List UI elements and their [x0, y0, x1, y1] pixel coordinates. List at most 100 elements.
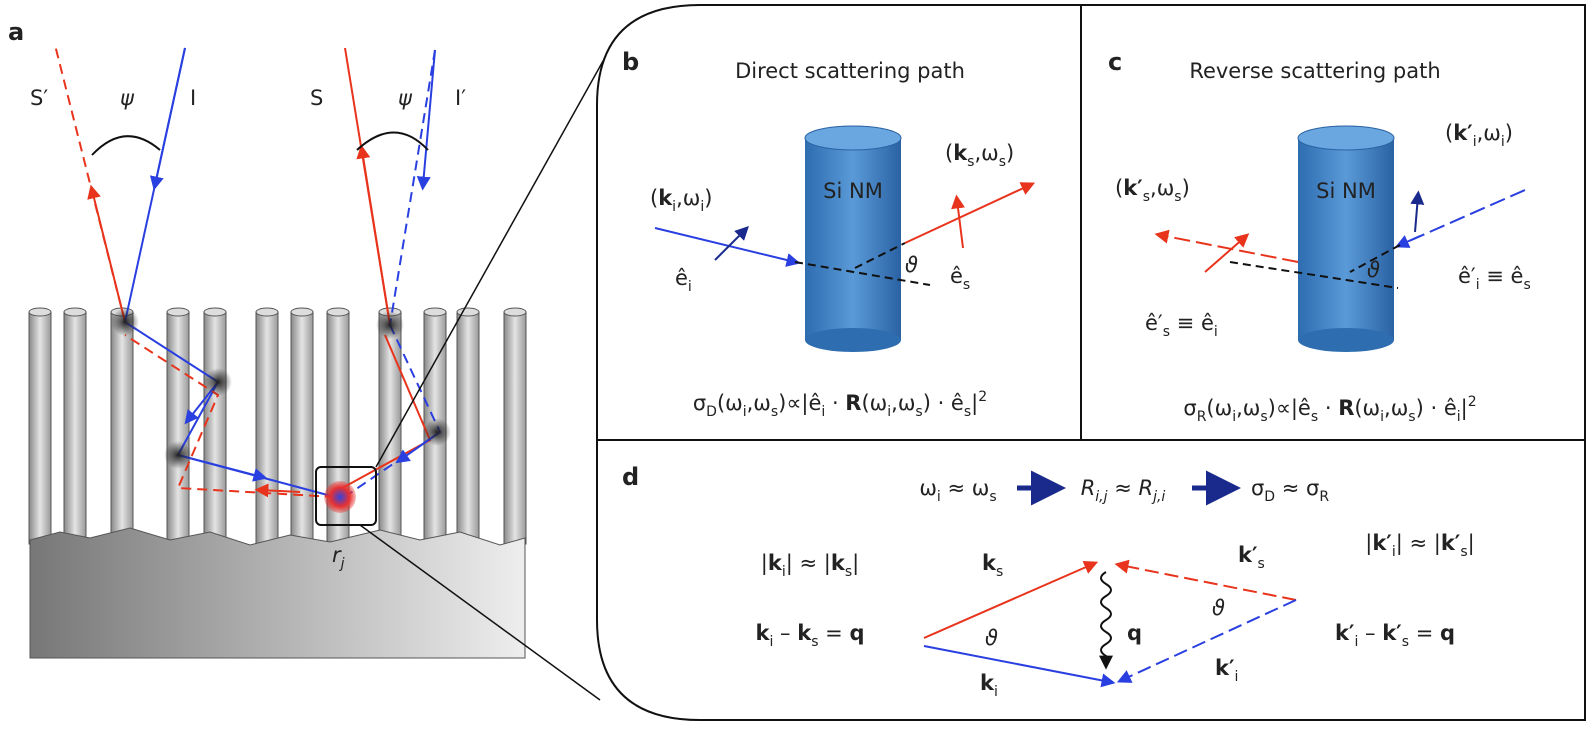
text-run: | [761, 551, 768, 576]
subscript: D [1264, 489, 1275, 505]
bold-run: k′ [1453, 121, 1473, 145]
text-run: · [825, 391, 845, 415]
text-run: | ≈ | [1396, 531, 1441, 556]
pillar [29, 312, 51, 544]
bold-run: q [1440, 621, 1455, 645]
nanowire-array [29, 308, 526, 544]
angle-arc [357, 133, 428, 151]
text-run: ( [1115, 176, 1123, 200]
text-run: ( [945, 141, 953, 165]
bold-run: k′ [1441, 531, 1461, 555]
text-run: σ [1183, 396, 1196, 420]
pillar-top [327, 308, 349, 316]
text-run: ) [704, 186, 712, 210]
bold-run: k′ [1123, 176, 1143, 200]
pillar [64, 312, 86, 544]
text-run: = [1409, 621, 1440, 645]
beam-arrow [362, 150, 390, 325]
bold-run: R [1338, 396, 1354, 420]
subscript: s [1523, 277, 1530, 293]
substrate [30, 528, 525, 658]
cylinder-top [805, 126, 901, 150]
bold-run: k [953, 141, 968, 165]
beam-label: I′ [455, 86, 466, 110]
text-run: ,ω [676, 186, 700, 210]
pillar [111, 312, 133, 544]
subscript: s [1311, 409, 1318, 425]
pillar [457, 312, 479, 544]
panel-label: a [8, 18, 24, 46]
pillar-top [424, 308, 446, 316]
cylinder-bottom [805, 328, 901, 352]
spot [376, 311, 404, 339]
cylinder-body [805, 138, 901, 340]
text-run: ≈ σ [1275, 476, 1319, 500]
beam-label: S′ [30, 86, 48, 110]
text-run: ,ω [1384, 396, 1408, 420]
panel-title: Reverse scattering path [1189, 59, 1440, 83]
subscript: R [1319, 489, 1329, 505]
subscript: i [994, 684, 998, 700]
text-run: ω [919, 476, 937, 500]
beam-i-prime [390, 50, 435, 325]
subscript: i [1235, 669, 1239, 685]
subscript: s [1163, 324, 1170, 340]
pillar [504, 312, 526, 544]
beam-arrow [92, 190, 125, 322]
subscript: i,j [1095, 489, 1107, 505]
bold-run: k [756, 621, 771, 645]
subscript: s [1174, 189, 1181, 205]
subscript: R [1197, 409, 1207, 425]
bold-run: k′ [1215, 656, 1235, 680]
subscript: s [1258, 556, 1265, 572]
subscript: s [1402, 634, 1409, 650]
angle-label: ϑ [905, 253, 918, 277]
pillar-top [504, 308, 526, 316]
bold-run: k′ [1382, 621, 1402, 645]
supscript: 2 [978, 389, 987, 405]
spot [164, 441, 192, 469]
bold-run: k [768, 551, 783, 575]
text-run: )∝|ê [778, 391, 821, 416]
text-run: ) [1182, 176, 1190, 200]
pillar-top [167, 308, 189, 316]
pillar-top [204, 308, 226, 316]
bold-run: k′ [1372, 531, 1392, 555]
text-run: · [1318, 396, 1338, 420]
text-run: – [773, 621, 797, 645]
angle-arc [92, 136, 160, 155]
subscript: s [811, 634, 818, 650]
text-run: ,ω [891, 391, 915, 415]
text-run: | [852, 551, 859, 576]
angle-label: ϑ [1367, 258, 1380, 282]
supscript: 2 [1468, 394, 1477, 410]
text-run: σ [693, 391, 706, 415]
subscript: s [1408, 409, 1415, 425]
bold-run: q [849, 621, 864, 645]
text-run: (ω [861, 391, 887, 415]
panel-frame [597, 5, 1585, 720]
subscript: s [967, 154, 974, 170]
bold-run: k [658, 186, 673, 210]
text-run: (ω [1206, 396, 1232, 420]
angle-label: ϑ [1212, 596, 1225, 620]
subscript: s [999, 154, 1006, 170]
text-run: = [818, 621, 849, 645]
text-run: ) [1006, 141, 1014, 165]
text-run: ≡ ê [1480, 264, 1524, 288]
bold-run: q [1127, 621, 1142, 645]
cylinder-b [805, 126, 901, 352]
text-run: σ [1251, 476, 1264, 500]
text-run: R [1081, 476, 1096, 500]
beam-label: ψ [398, 86, 413, 110]
pillar [291, 312, 313, 544]
bold-run: k′ [1238, 543, 1258, 567]
beam-arrow [155, 48, 185, 185]
site [324, 481, 356, 513]
cylinder-label: Si NM [1316, 179, 1376, 203]
text-run: | [971, 391, 978, 416]
page: { "panel_a": { "label": "a", "beam_label… [0, 0, 1591, 734]
text-run: ≡ ê [1170, 311, 1214, 335]
bold-run: k′ [1335, 621, 1355, 645]
subscript: s [989, 489, 996, 505]
